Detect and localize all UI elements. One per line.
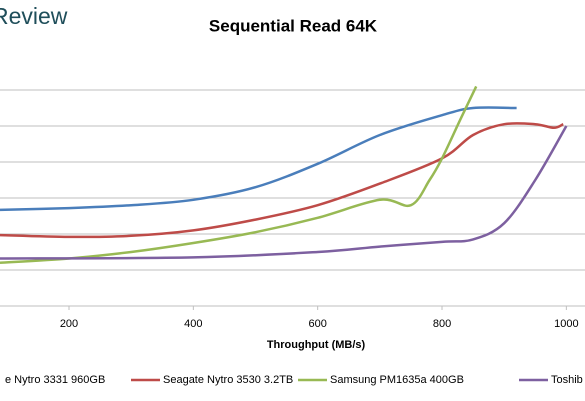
legend-label: Toshib [551, 374, 583, 386]
data-line [0, 122, 564, 239]
brand-logo: Review [0, 3, 68, 29]
x-tick-label: 800 [433, 318, 451, 330]
x-tick-label: 400 [184, 318, 202, 330]
data-line [0, 106, 517, 212]
legend-label: Samsung PM1635a 400GB [330, 374, 464, 386]
data-line [0, 85, 478, 265]
chart-title: Sequential Read 64K [209, 16, 378, 35]
x-tick-label: 200 [60, 318, 78, 330]
data-line [0, 125, 568, 260]
legend-label: e Nytro 3331 960GB [5, 374, 105, 386]
legend-label: Seagate Nytro 3530 3.2TB [163, 374, 293, 386]
x-tick-label: 600 [308, 318, 326, 330]
x-tick-label: 1000 [554, 318, 578, 330]
x-axis-label: Throughput (MB/s) [267, 339, 366, 351]
